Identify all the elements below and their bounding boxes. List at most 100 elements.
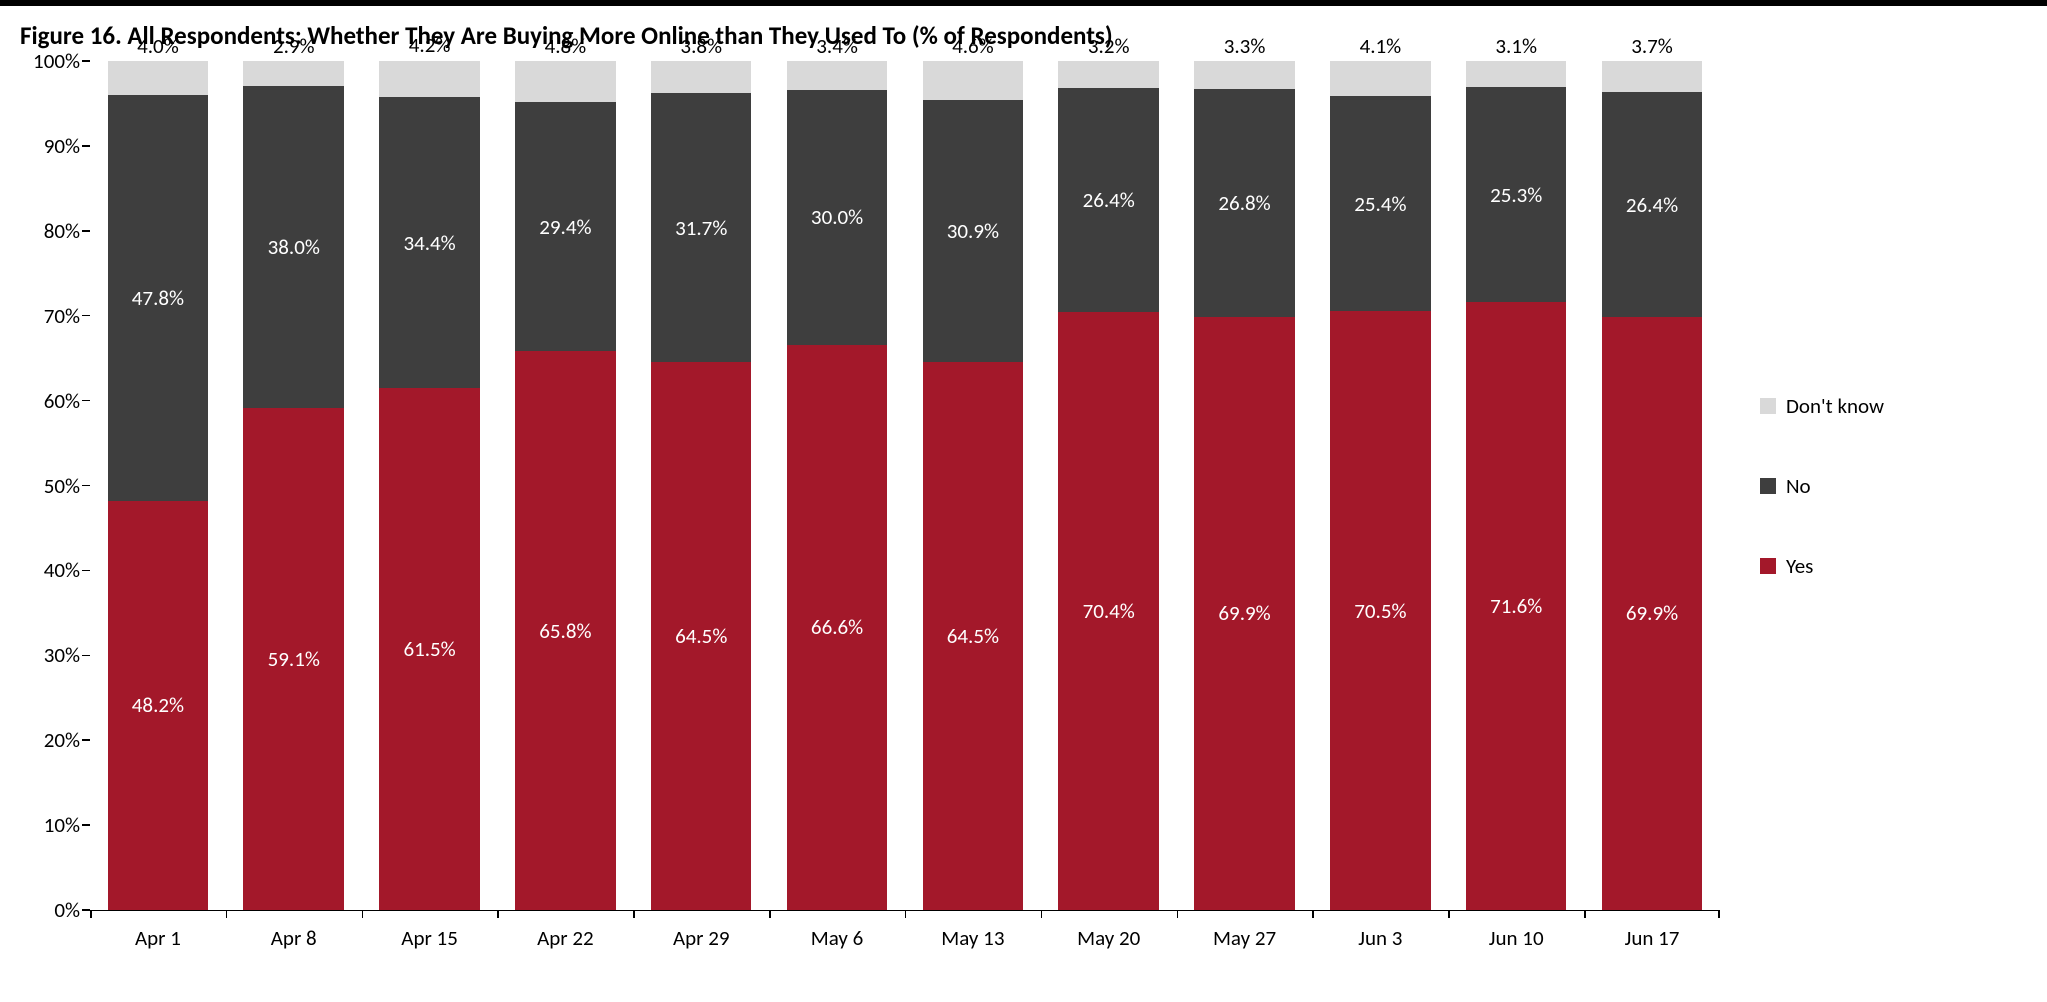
bar-slot: 4.2%34.4%61.5% [362,61,498,910]
bar-top-label: 4.2% [362,32,498,58]
bar-segment-dont_know [1194,61,1295,89]
bar-top-label: 2.9% [226,33,362,59]
legend-label: Don't know [1786,393,1884,419]
x-axis-labels: Apr 1Apr 8Apr 15Apr 22Apr 29May 6May 13M… [90,911,1720,953]
x-axis-label: Jun 10 [1448,911,1584,953]
bar-segment-yes: 64.5% [651,362,752,910]
x-axis-label: May 6 [769,911,905,953]
bar: 30.9%64.5% [923,61,1024,910]
y-axis-tick-label: 100% [20,48,80,74]
bar-segment-no: 34.4% [379,97,480,389]
bar: 25.3%71.6% [1466,61,1567,910]
x-axis-label: Apr 8 [226,911,362,953]
bar-segment-no: 29.4% [515,102,616,352]
bar: 29.4%65.8% [515,61,616,910]
bar-top-label: 3.3% [1177,33,1313,59]
bar-top-label: 3.8% [633,33,769,59]
bar: 26.8%69.9% [1194,61,1295,910]
bar-segment-yes: 70.5% [1330,311,1431,910]
y-axis-tick-label: 40% [20,557,80,583]
y-axis-tick-mark [82,655,90,657]
legend-swatch [1760,558,1776,574]
y-axis-tick-mark [82,485,90,487]
bar: 26.4%69.9% [1602,61,1703,910]
bar-segment-no: 30.0% [787,90,888,345]
y-axis-tick-mark [82,824,90,826]
bars-row: 4.0%47.8%48.2%2.9%38.0%59.1%4.2%34.4%61.… [90,61,1720,910]
bar-segment-yes: 70.4% [1058,312,1159,910]
stacked-bar-chart: 4.0%47.8%48.2%2.9%38.0%59.1%4.2%34.4%61.… [20,61,1720,953]
x-axis-label: May 13 [905,911,1041,953]
bar-top-label: 4.8% [497,33,633,59]
y-axis-tick-mark [82,145,90,147]
bar-segment-yes: 61.5% [379,388,480,910]
legend-label: No [1786,473,1811,499]
y-axis-tick-label: 70% [20,303,80,329]
bar-segment-no: 26.4% [1058,88,1159,312]
bar-segment-dont_know [379,61,480,97]
y-axis-tick-mark [82,400,90,402]
x-axis-label: Apr 15 [362,911,498,953]
bar: 47.8%48.2% [108,61,209,910]
bar-segment-yes: 59.1% [243,408,344,910]
bar-slot: 3.7%26.4%69.9% [1584,61,1720,910]
plot-area: 4.0%47.8%48.2%2.9%38.0%59.1%4.2%34.4%61.… [90,61,1720,911]
y-axis-tick-mark [82,315,90,317]
y-axis-tick-label: 90% [20,133,80,159]
x-axis-label: Apr 29 [633,911,769,953]
bar-slot: 3.3%26.8%69.9% [1177,61,1313,910]
x-axis-label: Apr 1 [90,911,226,953]
bar-slot: 4.0%47.8%48.2% [90,61,226,910]
y-axis-tick-label: 10% [20,812,80,838]
bar: 26.4%70.4% [1058,61,1159,910]
bar-top-label: 4.1% [1312,33,1448,59]
y-axis-tick-mark [82,230,90,232]
bar: 30.0%66.6% [787,61,888,910]
bar-segment-no: 30.9% [923,100,1024,362]
bar-segment-dont_know [1058,61,1159,88]
bar-segment-yes: 69.9% [1602,317,1703,910]
y-axis-tick-label: 50% [20,473,80,499]
bar-segment-no: 47.8% [108,95,209,501]
legend-item-yes: Yes [1760,553,1884,579]
bar-slot: 3.1%25.3%71.6% [1448,61,1584,910]
y-axis-tick-label: 20% [20,727,80,753]
bar-segment-dont_know [515,61,616,102]
bar-slot: 4.1%25.4%70.5% [1312,61,1448,910]
bar-slot: 3.4%30.0%66.6% [769,61,905,910]
bar-segment-dont_know [1466,61,1567,87]
bar-segment-no: 26.4% [1602,92,1703,316]
y-axis-tick-label: 30% [20,642,80,668]
bar-segment-no: 25.4% [1330,96,1431,312]
bar-segment-dont_know [787,61,888,90]
legend-item-dont_know: Don't know [1760,393,1884,419]
bar-segment-no: 25.3% [1466,87,1567,302]
x-axis-label: Jun 3 [1312,911,1448,953]
y-axis-tick-label: 60% [20,388,80,414]
x-axis-label: May 20 [1041,911,1177,953]
bar-segment-no: 31.7% [651,93,752,362]
legend-item-no: No [1760,473,1884,499]
bar-segment-dont_know [108,61,209,95]
bar-segment-dont_know [923,61,1024,100]
bar-segment-dont_know [1602,61,1703,92]
bar-top-label: 4.6% [905,33,1041,59]
bar: 25.4%70.5% [1330,61,1431,910]
y-axis-tick-mark [82,60,90,62]
y-axis-tick-mark [82,739,90,741]
x-axis-label: May 27 [1177,911,1313,953]
bar-top-label: 3.1% [1448,33,1584,59]
legend-swatch [1760,478,1776,494]
figure-container: Figure 16. All Respondents: Whether They… [0,0,2047,973]
bar-slot: 4.6%30.9%64.5% [905,61,1041,910]
bar-top-label: 3.7% [1584,33,1720,59]
bar-segment-dont_know [243,61,344,86]
bar-segment-yes: 64.5% [923,362,1024,910]
bar-segment-yes: 69.9% [1194,317,1295,910]
y-axis-tick-mark [82,909,90,911]
bar-segment-no: 26.8% [1194,89,1295,317]
bar-top-label: 3.4% [769,33,905,59]
bar: 31.7%64.5% [651,61,752,910]
bar-segment-yes: 66.6% [787,345,888,910]
bar-top-label: 3.2% [1041,33,1177,59]
